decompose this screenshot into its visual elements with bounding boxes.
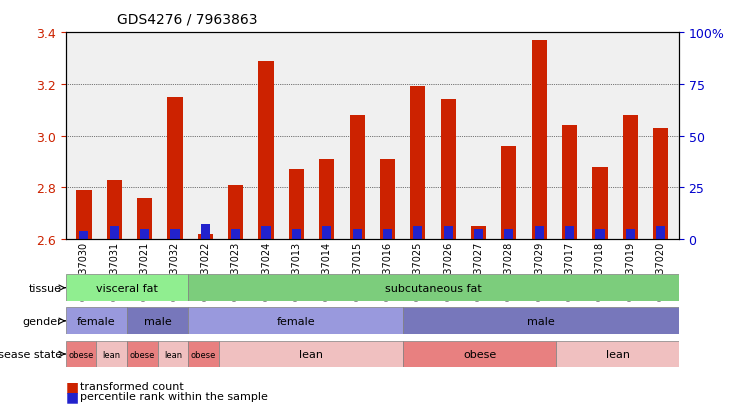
- Text: lean: lean: [164, 350, 182, 358]
- Bar: [137, 198, 153, 240]
- Bar: [167, 97, 182, 240]
- Text: visceral fat: visceral fat: [96, 283, 158, 293]
- Bar: [80, 232, 88, 240]
- Bar: [410, 87, 426, 240]
- Bar: [201, 224, 210, 240]
- Bar: [474, 229, 483, 240]
- FancyBboxPatch shape: [403, 308, 679, 335]
- Bar: [441, 100, 456, 240]
- Text: tissue: tissue: [29, 283, 62, 293]
- Bar: [626, 229, 635, 240]
- Text: lean: lean: [606, 349, 629, 359]
- Bar: [322, 227, 331, 240]
- FancyBboxPatch shape: [127, 341, 158, 368]
- Bar: [170, 229, 180, 240]
- Bar: [562, 126, 577, 240]
- Bar: [228, 185, 243, 240]
- FancyBboxPatch shape: [96, 341, 127, 368]
- Bar: [350, 116, 365, 240]
- Bar: [592, 167, 607, 240]
- Text: transformed count: transformed count: [80, 381, 184, 391]
- Bar: [471, 227, 486, 240]
- FancyBboxPatch shape: [219, 341, 403, 368]
- Bar: [110, 227, 119, 240]
- Bar: [383, 229, 392, 240]
- Bar: [656, 227, 665, 240]
- Bar: [261, 227, 271, 240]
- Bar: [380, 159, 395, 240]
- FancyBboxPatch shape: [556, 341, 679, 368]
- Bar: [534, 227, 544, 240]
- Bar: [653, 128, 668, 240]
- Bar: [319, 159, 334, 240]
- Text: disease state: disease state: [0, 349, 62, 359]
- Bar: [413, 227, 423, 240]
- Text: subcutaneous fat: subcutaneous fat: [385, 283, 482, 293]
- FancyBboxPatch shape: [188, 275, 679, 301]
- Text: lean: lean: [103, 350, 120, 358]
- Text: ■: ■: [66, 379, 79, 393]
- FancyBboxPatch shape: [158, 341, 188, 368]
- Text: gender: gender: [23, 316, 62, 326]
- FancyBboxPatch shape: [188, 341, 219, 368]
- Bar: [502, 147, 517, 240]
- Text: percentile rank within the sample: percentile rank within the sample: [80, 392, 268, 401]
- FancyBboxPatch shape: [66, 341, 96, 368]
- FancyBboxPatch shape: [66, 275, 188, 301]
- Text: obese: obese: [191, 350, 216, 358]
- FancyBboxPatch shape: [66, 308, 127, 335]
- FancyBboxPatch shape: [127, 308, 188, 335]
- Text: obese: obese: [463, 349, 496, 359]
- Bar: [596, 229, 604, 240]
- Text: ■: ■: [66, 389, 79, 404]
- Bar: [504, 229, 513, 240]
- Bar: [289, 170, 304, 240]
- Bar: [444, 227, 453, 240]
- Bar: [565, 227, 575, 240]
- Bar: [353, 229, 361, 240]
- Text: obese: obese: [130, 350, 155, 358]
- Text: male: male: [144, 316, 172, 326]
- Bar: [292, 229, 301, 240]
- Bar: [198, 235, 213, 240]
- Text: lean: lean: [299, 349, 323, 359]
- Bar: [623, 116, 638, 240]
- Text: obese: obese: [69, 350, 93, 358]
- Bar: [531, 41, 547, 240]
- Bar: [107, 180, 122, 240]
- Text: female: female: [77, 316, 115, 326]
- Text: female: female: [277, 316, 315, 326]
- Bar: [231, 229, 240, 240]
- Bar: [77, 190, 91, 240]
- Text: GDS4276 / 7963863: GDS4276 / 7963863: [117, 12, 257, 26]
- Bar: [258, 62, 274, 240]
- Bar: [140, 229, 149, 240]
- FancyBboxPatch shape: [403, 341, 556, 368]
- FancyBboxPatch shape: [188, 308, 403, 335]
- Text: male: male: [527, 316, 555, 326]
